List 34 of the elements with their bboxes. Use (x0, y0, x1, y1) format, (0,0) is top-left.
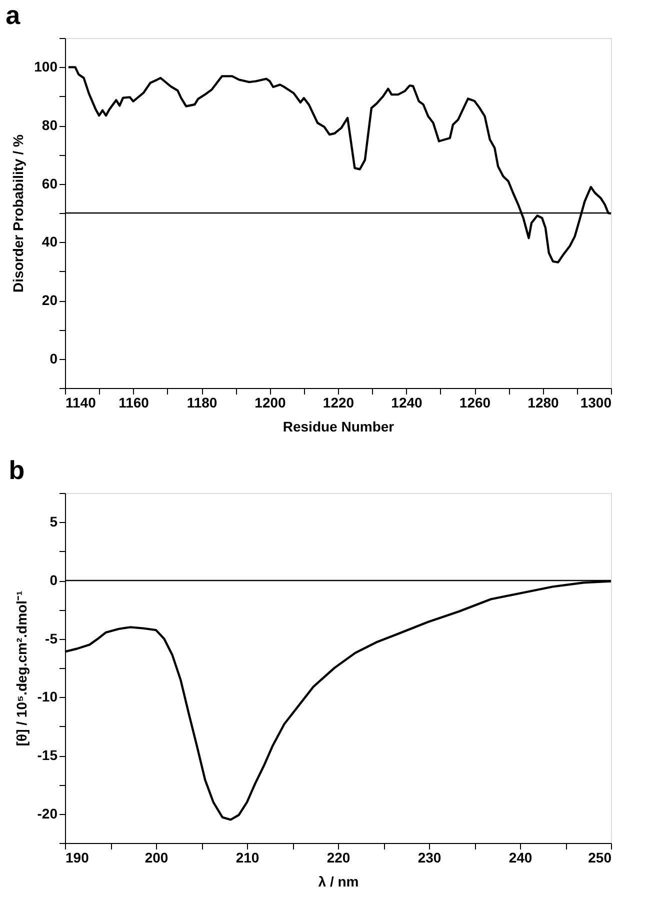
x-tick-label: 1200 (254, 394, 286, 410)
chart-title: b (8, 455, 25, 485)
y-tick-label: 5 (50, 514, 58, 530)
chart-title: a (6, 0, 21, 30)
x-tick-label: 230 (418, 850, 442, 866)
x-tick-label: 1280 (528, 394, 560, 410)
x-tick-label: 200 (144, 850, 168, 866)
y-tick-label: -15 (37, 747, 58, 763)
y-tick-label: 100 (34, 58, 58, 75)
x-tick-label: 1220 (322, 394, 354, 410)
y-tick-label: -5 (45, 630, 58, 646)
x-axis-title: λ / nm (318, 874, 359, 890)
x-tick-label: 1140 (66, 394, 96, 410)
x-tick-label: 1300 (580, 394, 612, 410)
x-tick-label: 1180 (186, 394, 218, 410)
y-tick-label: 0 (50, 350, 58, 366)
y-tick-label: -10 (37, 688, 58, 705)
x-tick-label: 190 (66, 850, 90, 866)
y-axis-title: [θ] / 10⁵.deg.cm².dmol⁻¹ (13, 590, 30, 746)
x-tick-label: 1260 (459, 394, 491, 410)
x-tick-label: 220 (326, 850, 350, 866)
y-tick-label: 40 (42, 234, 58, 250)
y-tick-label: 80 (42, 117, 58, 133)
x-tick-label: 1240 (391, 394, 423, 410)
x-tick-label: 210 (236, 850, 260, 866)
x-axis-title: Residue Number (282, 418, 395, 434)
y-tick-label: 0 (50, 572, 58, 588)
y-tick-label: -20 (37, 805, 58, 822)
x-tick-label: 1160 (118, 394, 150, 410)
x-tick-label: 240 (508, 850, 532, 866)
x-tick-label: 250 (588, 850, 612, 866)
y-tick-label: 20 (42, 292, 58, 308)
y-axis-title: Disorder Probability / % (10, 134, 26, 292)
y-tick-label: 60 (42, 175, 58, 192)
